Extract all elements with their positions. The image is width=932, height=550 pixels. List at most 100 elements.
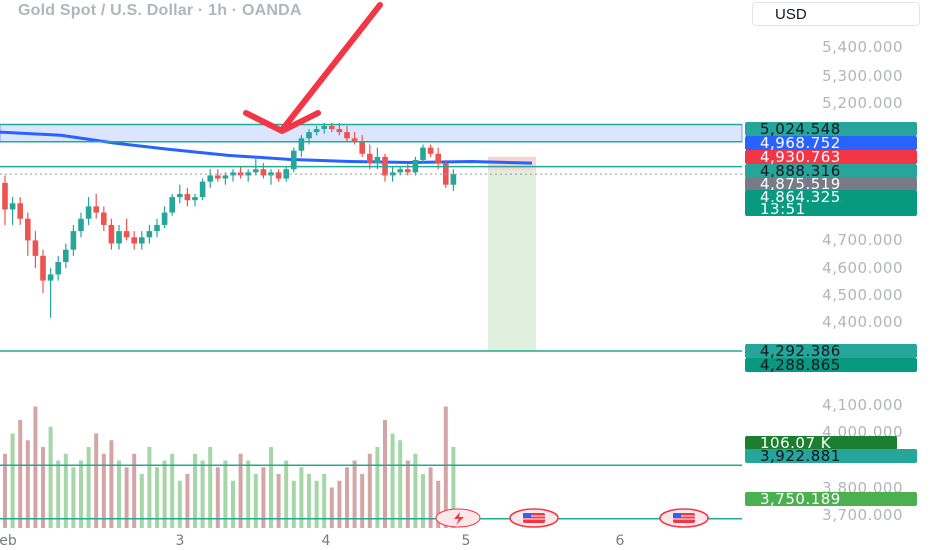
x-axis-tick-label: 4 xyxy=(322,533,331,549)
candle-body xyxy=(389,172,396,176)
volume-bar xyxy=(261,467,266,528)
volume-bar xyxy=(208,447,213,528)
candle-body xyxy=(298,138,305,151)
volume-bar xyxy=(48,426,53,528)
y-axis-tick-label: 3,700.000 xyxy=(822,506,903,524)
candle-body xyxy=(2,182,8,210)
price-label: 4,888.316 xyxy=(760,162,841,180)
candle-body xyxy=(131,237,137,244)
price-label-bg xyxy=(745,344,917,358)
price-label: 4,288.865 xyxy=(760,356,841,374)
candle-body xyxy=(207,175,213,182)
volume-bar xyxy=(307,474,311,528)
annotation-arrow-head xyxy=(243,110,321,134)
volume-bar xyxy=(79,460,83,528)
volume-bar xyxy=(367,453,372,528)
volume-bar xyxy=(269,447,273,528)
position-target-area[interactable] xyxy=(488,170,536,351)
volume-bar xyxy=(253,474,258,528)
lightning-icon[interactable] xyxy=(435,508,481,528)
candle-body xyxy=(123,231,130,238)
volume-bar xyxy=(322,474,327,528)
price-label-bg xyxy=(745,122,917,136)
candle-body xyxy=(161,212,168,225)
price-label-bg xyxy=(745,358,917,372)
volume-bar xyxy=(117,460,121,528)
candle-body xyxy=(336,129,343,133)
volume-bar xyxy=(63,453,68,528)
volume-bar xyxy=(185,474,190,528)
price-label: 4,930.763 xyxy=(760,148,841,166)
volume-bar xyxy=(162,460,167,528)
volume-bar xyxy=(124,467,129,528)
price-label-bg xyxy=(745,190,917,204)
candle-body xyxy=(215,175,221,179)
volume-bar xyxy=(436,480,441,528)
candle-body xyxy=(321,125,327,130)
candle-body xyxy=(101,212,107,225)
candle-body xyxy=(55,262,61,275)
volume-bar xyxy=(231,480,235,528)
volume-bar xyxy=(451,447,456,528)
price-label-bg xyxy=(745,136,917,150)
candle-body xyxy=(192,197,198,201)
candle-body xyxy=(253,169,259,173)
x-axis-tick-label: 6 xyxy=(616,533,625,549)
volume-bar xyxy=(314,480,319,528)
volume-bar xyxy=(398,440,403,528)
candle-body xyxy=(116,231,122,244)
price-label-bg xyxy=(745,449,917,463)
price-label: 3,922.881 xyxy=(760,447,841,465)
price-label: 106.07 K xyxy=(760,434,832,452)
candle-body xyxy=(17,203,23,219)
candle-body xyxy=(306,132,312,139)
price-label-bg xyxy=(745,164,917,178)
x-axis-tick-label: 5 xyxy=(462,533,471,549)
candle-body xyxy=(397,169,403,173)
candle-body xyxy=(450,174,457,185)
y-axis-tick-label: 4,500.000 xyxy=(822,286,903,304)
volume-bar xyxy=(291,480,296,528)
y-axis-tick-label: 4,600.000 xyxy=(822,259,903,277)
candle-body xyxy=(93,206,99,213)
y-axis-tick-label: 5,400.000 xyxy=(822,38,903,56)
currency-button[interactable]: USD xyxy=(752,2,920,26)
volume-bar xyxy=(101,453,106,528)
volume-bar xyxy=(25,440,30,528)
x-axis-tick-label: 3 xyxy=(176,533,185,549)
volume-bar xyxy=(139,474,144,528)
candle-body xyxy=(374,156,381,164)
candle-body xyxy=(139,237,145,244)
y-axis-tick-label: 5,200.000 xyxy=(822,94,903,112)
us-flag-icon[interactable] xyxy=(509,508,559,528)
price-label: 4,864.325 xyxy=(760,188,841,206)
candle-body xyxy=(108,224,115,244)
price-label: 13:51 xyxy=(760,200,806,218)
volume-bar xyxy=(352,460,357,528)
y-axis-tick-label: 4,100.000 xyxy=(822,396,903,414)
us-flag-icon[interactable] xyxy=(659,508,709,528)
candle-body xyxy=(427,147,434,154)
candle-body xyxy=(367,153,373,164)
volume-bar xyxy=(177,480,182,528)
resistance-zone[interactable] xyxy=(0,124,743,143)
candle-body xyxy=(154,224,160,232)
candle-body xyxy=(245,172,251,176)
volume-bar xyxy=(41,447,45,528)
volume-bar xyxy=(246,460,251,528)
price-label: 4,875.519 xyxy=(760,175,841,193)
candle-body xyxy=(85,206,92,219)
x-axis-tick-label: eb xyxy=(0,533,17,549)
volume-bar xyxy=(390,433,395,528)
y-axis-tick-label: 4,700.000 xyxy=(822,231,903,249)
price-label: 3,750.189 xyxy=(760,490,841,508)
price-label-bg xyxy=(745,177,917,191)
volume-bar xyxy=(329,487,334,528)
candle-body xyxy=(313,129,320,133)
symbol-title[interactable]: Gold Spot / U.S. Dollar · 1h · OANDA xyxy=(18,2,302,19)
volume-bar xyxy=(413,453,418,528)
volume-bar xyxy=(276,474,281,528)
candle-body xyxy=(146,231,153,238)
volume-bar xyxy=(10,433,15,528)
